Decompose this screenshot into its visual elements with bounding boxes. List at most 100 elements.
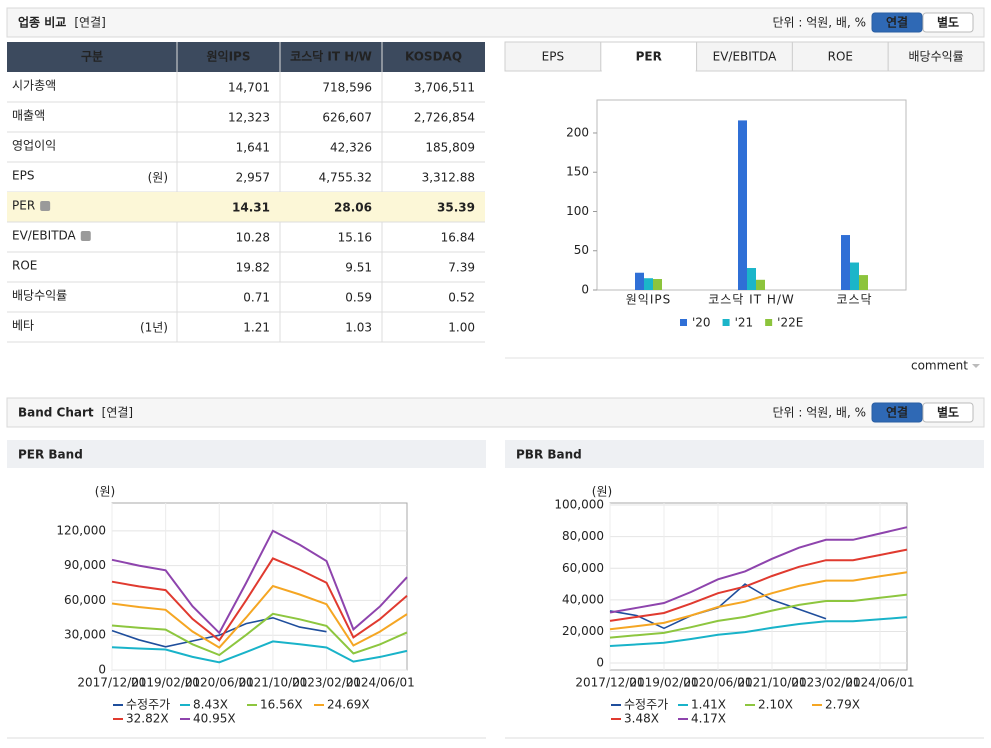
- band-line: [609, 548, 908, 622]
- legend-label: 8.43X: [193, 698, 228, 712]
- toggle-button[interactable]: [922, 402, 974, 423]
- cell-value: 12,323: [228, 111, 270, 125]
- x-tick-label: 2019/02/01: [629, 676, 698, 690]
- band-line: [609, 526, 908, 614]
- unit-label: 단위 : 억원, 배, %: [772, 406, 866, 420]
- y-axis-label: (원): [95, 485, 115, 499]
- x-tick-label: 2024/06/01: [845, 676, 914, 690]
- cell-value: 0.59: [345, 291, 372, 305]
- tab-label[interactable]: EPS: [542, 50, 564, 64]
- x-tick-label: 2019/02/01: [131, 676, 200, 690]
- toggle-label[interactable]: 연결: [886, 15, 908, 30]
- highlight-row: [7, 192, 485, 222]
- help-icon[interactable]: [80, 231, 91, 241]
- toggle-label[interactable]: 연결: [886, 405, 908, 420]
- bar: [859, 275, 868, 290]
- toggle-label[interactable]: 별도: [937, 405, 959, 420]
- legend-swatch: [680, 319, 687, 326]
- toggle-button[interactable]: [871, 12, 923, 33]
- y-tick-label: 30,000: [64, 628, 106, 642]
- tab-label[interactable]: PER: [636, 50, 662, 64]
- panel-title: PBR Band: [516, 448, 582, 462]
- cell-value: 1,641: [236, 141, 270, 155]
- x-tick-label: 2024/06/01: [346, 676, 415, 690]
- toggle-button[interactable]: [922, 12, 974, 33]
- cell-value: 1.21: [243, 321, 270, 335]
- legend-label: 2.79X: [825, 698, 860, 712]
- y-tick-label: 60,000: [562, 561, 604, 575]
- x-tick-label: 2020/06/01: [683, 676, 752, 690]
- cell-value: 14.31: [232, 201, 270, 215]
- tab[interactable]: [600, 41, 698, 72]
- section-tag: [연결]: [74, 16, 105, 30]
- bar: [747, 268, 756, 290]
- section-header: [6, 7, 985, 38]
- legend-label: 16.56X: [260, 698, 303, 712]
- row-label: 배당수익률: [12, 289, 67, 303]
- legend-label: '20: [692, 316, 711, 330]
- cell-value: 35.39: [437, 201, 475, 215]
- band-line: [111, 640, 408, 664]
- row-label: 매출액: [12, 109, 45, 123]
- x-tick-label: 원익IPS: [626, 293, 671, 307]
- unit-label: 단위 : 억원, 배, %: [772, 16, 866, 30]
- x-tick-label: 2023/02/01: [292, 676, 361, 690]
- comment-link[interactable]: comment: [911, 359, 968, 373]
- cell-value: 2,726,854: [414, 111, 475, 125]
- cell-value: 7.39: [448, 261, 475, 275]
- column-header: KOSDAQ: [405, 50, 462, 64]
- bar: [841, 235, 850, 290]
- band-line: [111, 529, 408, 635]
- column-header: 코스닥 IT H/W: [290, 49, 372, 64]
- cell-value: 9.51: [345, 261, 372, 275]
- bar: [756, 279, 765, 290]
- panel-title: PER Band: [18, 448, 83, 462]
- legend-swatch: [722, 319, 730, 326]
- toggle-label[interactable]: 별도: [937, 15, 959, 30]
- x-tick-label: 2020/06/01: [185, 676, 254, 690]
- cell-value: 42,326: [330, 141, 372, 155]
- cell-value: 3,312.88: [422, 171, 475, 185]
- tab-label[interactable]: EV/EBITDA: [713, 50, 778, 64]
- table-header: [7, 42, 485, 72]
- bar: [738, 120, 747, 290]
- y-tick-label: 0: [596, 656, 604, 670]
- legend-label: '21: [735, 316, 754, 330]
- legend-swatch: [765, 319, 773, 326]
- bar: [635, 272, 644, 290]
- bar: [644, 278, 653, 290]
- tab[interactable]: [504, 41, 602, 72]
- tab[interactable]: [887, 41, 985, 72]
- legend-label: 40.95X: [193, 712, 236, 726]
- cell-value: 19.82: [236, 261, 270, 275]
- tab[interactable]: [696, 41, 793, 72]
- y-tick-label: 150: [566, 165, 589, 179]
- bar: [653, 279, 662, 290]
- comment-arrow: [972, 364, 980, 368]
- cell-value: 1.03: [345, 321, 372, 335]
- x-tick-label: 2017/12/01: [575, 676, 644, 690]
- legend-label: 3.48X: [624, 712, 659, 726]
- help-icon[interactable]: [40, 201, 51, 211]
- y-tick-label: 0: [98, 663, 106, 677]
- band-line: [111, 612, 408, 657]
- toggle-button[interactable]: [871, 402, 923, 423]
- cell-value: 28.06: [334, 201, 372, 215]
- x-tick-label: 2021/10/01: [737, 676, 806, 690]
- section-title: 업종 비교: [18, 15, 66, 30]
- y-tick-label: 100: [566, 204, 589, 218]
- legend-label: 2.10X: [758, 698, 793, 712]
- tab-label[interactable]: ROE: [828, 50, 853, 64]
- cell-value: 626,607: [322, 111, 372, 125]
- row-label: PER: [12, 199, 35, 213]
- x-tick-label: 코스닥 IT H/W: [708, 293, 795, 307]
- cell-value: 15.16: [338, 231, 372, 245]
- cell-value: 185,809: [425, 141, 475, 155]
- band-line: [609, 571, 908, 631]
- cell-value: 718,596: [322, 81, 372, 95]
- tab-label[interactable]: 배당수익률: [908, 50, 963, 64]
- y-tick-label: 200: [566, 125, 589, 139]
- row-label: ROE: [12, 259, 37, 273]
